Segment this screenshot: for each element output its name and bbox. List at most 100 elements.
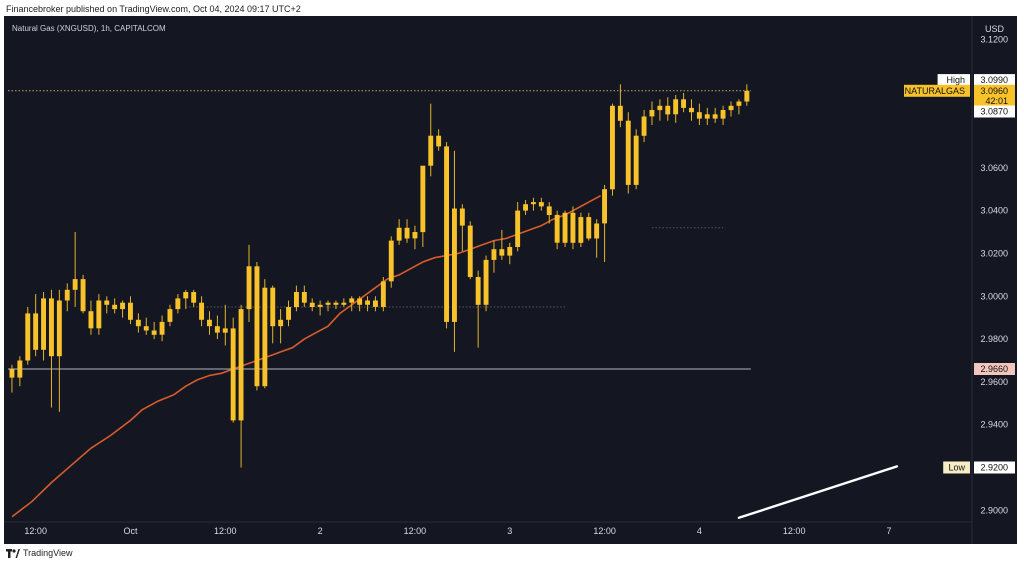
candle-body: [444, 146, 449, 322]
price-tag-value: 3.0960: [980, 86, 1008, 96]
candle-body: [41, 298, 46, 350]
chart-panel[interactable]: 3.1200 3.0600 3.0400 3.0200 3.0000 2.9800 2.96…: [4, 16, 1017, 544]
candle-body: [309, 302, 315, 307]
time-tick-label: 4: [697, 526, 702, 536]
price-tick-label: 2.9800: [980, 334, 1008, 344]
candle-body: [230, 328, 236, 421]
candle-body: [365, 300, 370, 305]
candle-body: [507, 247, 513, 256]
candle-body: [143, 326, 149, 331]
candle-body: [254, 266, 260, 387]
candle-body: [96, 300, 102, 329]
candle-body: [696, 112, 702, 119]
candle-body: [704, 114, 710, 119]
candle-body: [159, 321, 165, 335]
price-tag-label: High: [946, 75, 965, 85]
price-tick-label: 3.0400: [980, 206, 1008, 216]
candle-body: [341, 302, 347, 305]
candle-body: [207, 319, 212, 327]
candle-body: [64, 289, 70, 301]
price-tag-box: [974, 105, 1015, 118]
time-tick-label: 7: [886, 526, 891, 536]
candle-body: [49, 298, 54, 357]
footer: TradingView: [6, 548, 73, 559]
candle-body: [491, 249, 497, 260]
candle-body: [744, 90, 750, 102]
price-tag-value: 3.0990: [980, 75, 1008, 85]
time-tick-label: 12:00: [24, 526, 47, 536]
candle-body: [128, 302, 133, 320]
time-tick-label: 12:00: [593, 526, 616, 536]
candle-body: [436, 135, 442, 147]
trend-line: [737, 465, 899, 519]
candle-body: [9, 369, 15, 378]
candle-body: [151, 330, 157, 335]
publisher-line: Financebroker published on TradingView.c…: [6, 4, 301, 14]
candle-body: [657, 105, 663, 111]
candle-body: [191, 292, 197, 303]
candle-body: [214, 326, 220, 333]
price-tag-label: Low: [948, 463, 965, 473]
price-tag-value: 2.9200: [980, 463, 1008, 473]
candle-body: [72, 279, 78, 290]
candle-body: [459, 208, 465, 226]
candle-body: [56, 300, 62, 357]
candle-body: [602, 189, 607, 224]
price-tag-countdown: 42:01: [985, 96, 1008, 106]
candlestick-chart[interactable]: 3.1200 3.0600 3.0400 3.0200 3.0000 2.9800 2.96…: [4, 16, 1017, 544]
candle-body: [80, 279, 86, 312]
candle-body: [262, 287, 268, 387]
candle-body: [649, 110, 655, 117]
price-tick-label: 2.9600: [980, 377, 1008, 387]
candle-body: [554, 214, 560, 243]
price-tag-value: 3.0870: [980, 107, 1008, 117]
candle-body: [483, 259, 489, 305]
candle-body: [531, 202, 536, 205]
candle-body: [167, 309, 173, 322]
candle-body: [420, 165, 426, 233]
candle-body: [373, 300, 378, 307]
candle-body: [396, 227, 402, 241]
candle-body: [380, 281, 386, 307]
candle-body: [270, 287, 276, 327]
currency-label: USD: [985, 24, 1005, 34]
candle-body: [594, 223, 600, 239]
candle-body: [681, 99, 686, 108]
price-tick-label: 3.0000: [980, 291, 1008, 301]
candle-body: [25, 313, 31, 361]
candle-body: [633, 135, 639, 185]
candle-body: [286, 307, 291, 320]
candle-body: [665, 105, 671, 115]
candle-body: [104, 300, 110, 305]
candle-body: [673, 99, 679, 115]
candle-body: [357, 298, 363, 305]
candle-body: [349, 298, 355, 303]
candle-body: [278, 319, 284, 327]
candle-body: [17, 360, 23, 378]
candle-body: [641, 116, 647, 136]
candle-body: [428, 135, 434, 166]
footer-brand: TradingView: [23, 548, 73, 558]
price-tag-label-box: [904, 84, 970, 97]
candle-body: [301, 292, 307, 303]
price-tick-label: 2.9000: [980, 505, 1008, 515]
candle-body: [183, 292, 189, 299]
candle-body: [538, 202, 544, 207]
price-tag-box: [974, 363, 1015, 375]
candle-body: [625, 120, 631, 185]
candle-body: [112, 304, 118, 310]
price-tag-box: [974, 461, 1015, 474]
candle-body: [175, 298, 181, 310]
candle-body: [546, 206, 552, 215]
price-tag-value: 2.9660: [980, 364, 1008, 374]
candle-body: [728, 105, 734, 111]
price-tag-box: [974, 74, 1015, 87]
candle-body: [689, 107, 694, 113]
candle-body: [246, 266, 252, 310]
candle-body: [333, 302, 339, 305]
candle-body: [720, 110, 726, 119]
moving-average-line: [11, 194, 601, 518]
candle-body: [586, 217, 592, 239]
time-tick-label: 3: [507, 526, 512, 536]
price-tick-label: 3.0200: [980, 248, 1008, 258]
